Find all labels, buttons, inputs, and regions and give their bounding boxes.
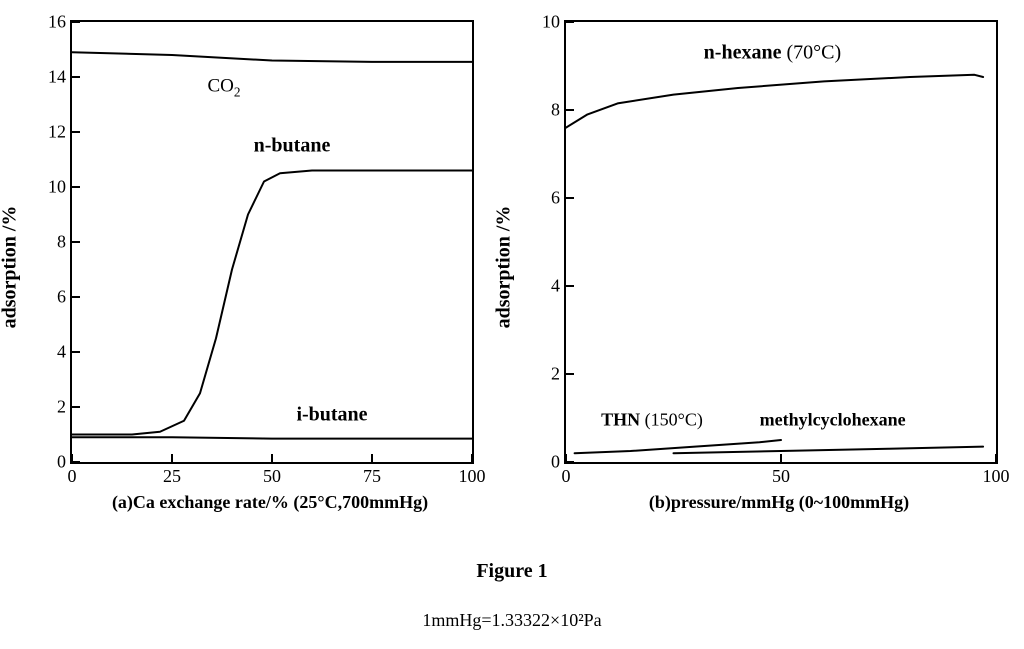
- panel-a-plot: 02468101214160255075100CO2n-butanei-buta…: [70, 20, 474, 464]
- panel-b-xtick-label: 50: [772, 462, 790, 487]
- panel-a-series-n_butane: [72, 171, 472, 435]
- panel-a-ytick-label: 8: [57, 232, 72, 253]
- panel-b-series-methylcyclohexane: [674, 447, 984, 454]
- panel-a-series-CO2: [72, 52, 472, 62]
- panel-b-ytick-label: 8: [551, 100, 566, 121]
- panel-a: adsorption /% 02468101214160255075100CO2…: [20, 20, 474, 513]
- panel-a-xtick-label: 0: [68, 462, 77, 487]
- panel-a-series-label-i_butane: i-butane: [296, 404, 367, 427]
- panel-b-ylabel: adsorption /%: [493, 205, 516, 328]
- panel-a-ytick-label: 16: [48, 12, 72, 33]
- panel-b-svg: [566, 22, 996, 462]
- charts-row: adsorption /% 02468101214160255075100CO2…: [20, 20, 1004, 513]
- panel-b-plot: 0246810050100n-hexane (70°C)THN (150°C)m…: [564, 20, 998, 464]
- panel-a-series-label-CO2: CO2: [207, 76, 240, 101]
- panel-a-svg: [72, 22, 472, 462]
- panel-a-ytick-label: 4: [57, 342, 72, 363]
- figure-label: Figure 1: [0, 560, 1024, 583]
- panel-b-series-n_hexane: [566, 75, 983, 128]
- panel-a-ytick-label: 12: [48, 122, 72, 143]
- panel-a-xtick-label: 25: [163, 462, 181, 487]
- panel-b-xtick-label: 100: [983, 462, 1010, 487]
- panel-b-ytick-label: 2: [551, 364, 566, 385]
- panel-a-series-label-n_butane: n-butane: [254, 134, 331, 157]
- panel-a-ytick-label: 6: [57, 287, 72, 308]
- panel-a-ytick-label: 10: [48, 177, 72, 198]
- panel-b-ytick-label: 10: [542, 12, 566, 33]
- panel-b-ytick-label: 4: [551, 276, 566, 297]
- panel-a-ylabel: adsorption /%: [0, 205, 22, 328]
- panel-b-xlabel: (b)pressure/mmHg (0~100mmHg): [564, 492, 994, 513]
- footnote: 1mmHg=1.33322×10²Pa: [0, 610, 1024, 631]
- panel-b-series-label-n_hexane: n-hexane (70°C): [704, 41, 841, 64]
- panel-b-xtick-label: 0: [562, 462, 571, 487]
- panel-a-ytick-label: 2: [57, 397, 72, 418]
- figure-page: adsorption /% 0 2 4 6 8 10 12 14 16 0 25 50 75 100 CO2…: [0, 0, 1024, 649]
- panel-b-series-label-methylcyclohexane: methylcyclohexane: [760, 410, 906, 431]
- panel-a-ytick-label: 14: [48, 67, 72, 88]
- panel-a-xlabel: (a)Ca exchange rate/% (25°C,700mmHg): [70, 492, 470, 513]
- panel-b: adsorption /% 0246810050100n-hexane (70°…: [514, 20, 998, 513]
- panel-a-xtick-label: 75: [363, 462, 381, 487]
- panel-b-series-label-THN: THN (150°C): [601, 410, 703, 431]
- panel-b-ytick-label: 6: [551, 188, 566, 209]
- panel-a-series-i_butane: [72, 437, 472, 438]
- panel-a-xtick-label: 50: [263, 462, 281, 487]
- panel-a-xtick-label: 100: [459, 462, 486, 487]
